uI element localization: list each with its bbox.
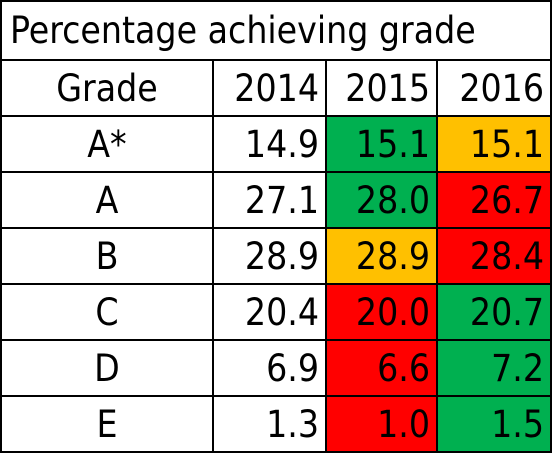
value-cell-2014: 14.9 [212, 115, 327, 173]
table-row: B 28.9 28.9 28.4 [0, 227, 553, 285]
value-cell-2015: 15.1 [325, 115, 438, 173]
table-body: A* 14.9 15.1 15.1 A 27.1 28.0 26.7 B 28.9 28.9 28.4… [0, 115, 553, 453]
value-cell-2014: 1.3 [212, 395, 327, 453]
value-cell-2015: 20.0 [325, 283, 438, 341]
table-row: D 6.9 6.6 7.2 [0, 339, 553, 397]
grade-label: A* [0, 115, 214, 173]
value-cell-2016: 20.7 [435, 283, 553, 341]
column-header-2014: 2014 [212, 59, 327, 117]
value-cell-2016: 7.2 [435, 339, 553, 397]
value-cell-2014: 20.4 [212, 283, 327, 341]
value-cell-2016: 28.4 [435, 227, 553, 285]
table-row: E 1.3 1.0 1.5 [0, 395, 553, 453]
value-cell-2016: 26.7 [435, 171, 553, 229]
table-row: A* 14.9 15.1 15.1 [0, 115, 553, 173]
value-cell-2016: 1.5 [435, 395, 553, 453]
column-header-grade: Grade [0, 59, 214, 117]
value-cell-2015: 6.6 [325, 339, 438, 397]
table-row: C 20.4 20.0 20.7 [0, 283, 553, 341]
grade-label: A [0, 171, 214, 229]
value-cell-2014: 6.9 [212, 339, 327, 397]
table-row: A 27.1 28.0 26.7 [0, 171, 553, 229]
grade-label: E [0, 395, 214, 453]
value-cell-2016: 15.1 [435, 115, 553, 173]
grade-label: C [0, 283, 214, 341]
value-cell-2015: 28.0 [325, 171, 438, 229]
grade-label: B [0, 227, 214, 285]
grade-label: D [0, 339, 214, 397]
title-row: Percentage achieving grade [0, 0, 553, 61]
column-header-2015: 2015 [325, 59, 438, 117]
value-cell-2015: 28.9 [325, 227, 438, 285]
value-cell-2014: 27.1 [212, 171, 327, 229]
table-title: Percentage achieving grade [0, 0, 553, 61]
header-row: Grade 2014 2015 2016 [0, 59, 553, 117]
column-header-2016: 2016 [435, 59, 553, 117]
value-cell-2015: 1.0 [325, 395, 438, 453]
value-cell-2014: 28.9 [212, 227, 327, 285]
